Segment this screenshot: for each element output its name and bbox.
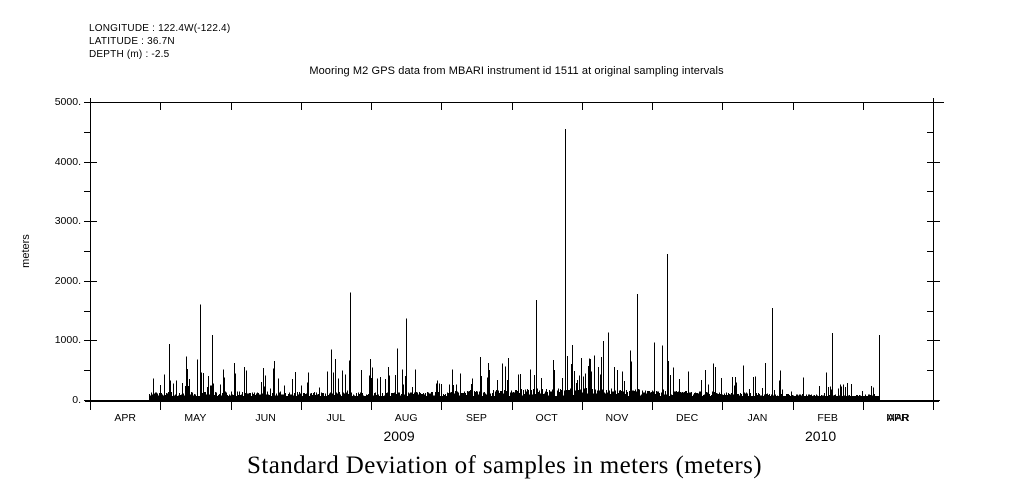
x-axis-month-label: DEC [676, 412, 699, 424]
x-axis-tick [230, 401, 232, 410]
x-axis-month-label: OCT [535, 412, 558, 424]
y-axis-tick-major-right [927, 221, 940, 223]
y-axis-tick-minor-right [927, 310, 934, 312]
x-axis-tick-top [652, 103, 653, 110]
y-axis-tick-major [84, 280, 97, 282]
x-axis-month-label: AUG [394, 412, 418, 424]
y-axis-tick-major-right [927, 280, 940, 282]
chart-title: Mooring M2 GPS data from MBARI instrumen… [309, 65, 724, 77]
y-axis-tick-major-right [927, 102, 940, 103]
x-axis-tick-top [792, 103, 794, 110]
x-axis-tick [722, 401, 724, 410]
y-axis-tick-label: 2000. [54, 274, 81, 287]
x-axis-month-label: APR [114, 412, 136, 424]
x-axis-tick-top [581, 103, 583, 110]
x-axis-month-label: FEB [817, 412, 838, 424]
x-axis-month-label: NOV [605, 412, 629, 424]
y-axis-tick-minor-right [927, 191, 934, 193]
x-axis-tick-top [90, 103, 91, 110]
y-axis-tick-minor-right [927, 370, 934, 372]
y-axis-tick-minor [84, 370, 91, 372]
station-metadata: LONGITUDE : 122.4W(-122.4) LATITUDE : 36… [89, 22, 230, 61]
y-axis-title: meters [20, 234, 32, 268]
y-axis-tick-minor [84, 251, 91, 252]
y-axis-tick-label: 1000. [54, 334, 81, 347]
x-axis-tick [441, 401, 443, 410]
plot-area: 0. 1000. 2000. 3000. 4000. 5000. APR MAY JUN JUL… [55, 96, 944, 444]
x-axis-month-label: JUN [255, 412, 276, 424]
x-axis-year-label: 2009 [383, 428, 415, 444]
y-axis-tick-major [84, 400, 97, 401]
y-axis-tick-minor [84, 310, 91, 312]
x-axis-month-label: MAR [886, 412, 910, 424]
metadata-longitude: LONGITUDE : 122.4W(-122.4) [89, 23, 231, 34]
y-axis-tick-label: 4000. [54, 155, 81, 168]
x-axis-tick-top [933, 103, 934, 110]
x-axis-tick [160, 401, 162, 410]
y-axis-tick-major [84, 221, 97, 223]
x-axis-tick [652, 401, 653, 410]
y-axis-tick-major-right [927, 340, 940, 342]
data-series-plot [91, 102, 933, 400]
y-axis-tick-major-right [927, 400, 940, 401]
axis-top-line [90, 102, 944, 103]
x-axis-tick [792, 401, 794, 410]
x-axis-month-label: JUL [326, 412, 346, 424]
x-axis-month-label: JAN [747, 412, 768, 424]
x-axis-month-label: MAY [184, 412, 207, 424]
x-axis-tick [90, 401, 91, 410]
x-axis-tick [933, 401, 934, 410]
x-axis-tick [862, 401, 864, 410]
x-axis-year-label: 2010 [805, 428, 837, 444]
x-axis-tick-top [722, 103, 724, 110]
y-axis-tick-major [84, 102, 97, 103]
y-axis-tick-label: 3000. [54, 215, 81, 228]
y-axis-tick-minor-right [927, 131, 934, 133]
x-axis-tick-top [862, 103, 864, 110]
y-axis-tick-major-right [927, 161, 940, 163]
metadata-depth: DEPTH (m) : -2.5 [89, 49, 170, 60]
x-axis-month-label: SEP [465, 412, 487, 424]
x-axis-tick-top [371, 103, 372, 110]
x-axis-tick [581, 401, 583, 410]
x-axis-month-label: APR [887, 412, 909, 424]
y-axis-tick-minor-right [927, 251, 934, 252]
series-baseline-band [149, 396, 880, 400]
x-axis-tick-top [441, 103, 443, 110]
x-axis-tick-top [511, 103, 513, 110]
impulse-series-svg [149, 128, 880, 400]
x-axis-tick [371, 401, 372, 410]
y-axis-tick-major [84, 161, 97, 163]
y-axis-tick-minor [84, 191, 91, 193]
metadata-latitude: LATITUDE : 36.7N [89, 36, 175, 47]
x-axis-tick [511, 401, 513, 410]
y-axis-tick-major [84, 340, 97, 342]
x-axis-tick [300, 401, 302, 410]
x-axis-tick-top [160, 103, 162, 110]
y-axis-tick-label: 5000. [54, 96, 81, 108]
y-axis-tick-label: 0. [72, 394, 81, 406]
series-impulses [149, 128, 880, 400]
x-axis-tick-top [230, 103, 232, 110]
x-axis-tick-top [300, 103, 302, 110]
figure-caption: Standard Deviation of samples in meters … [247, 452, 762, 479]
y-axis-tick-minor [84, 131, 91, 133]
